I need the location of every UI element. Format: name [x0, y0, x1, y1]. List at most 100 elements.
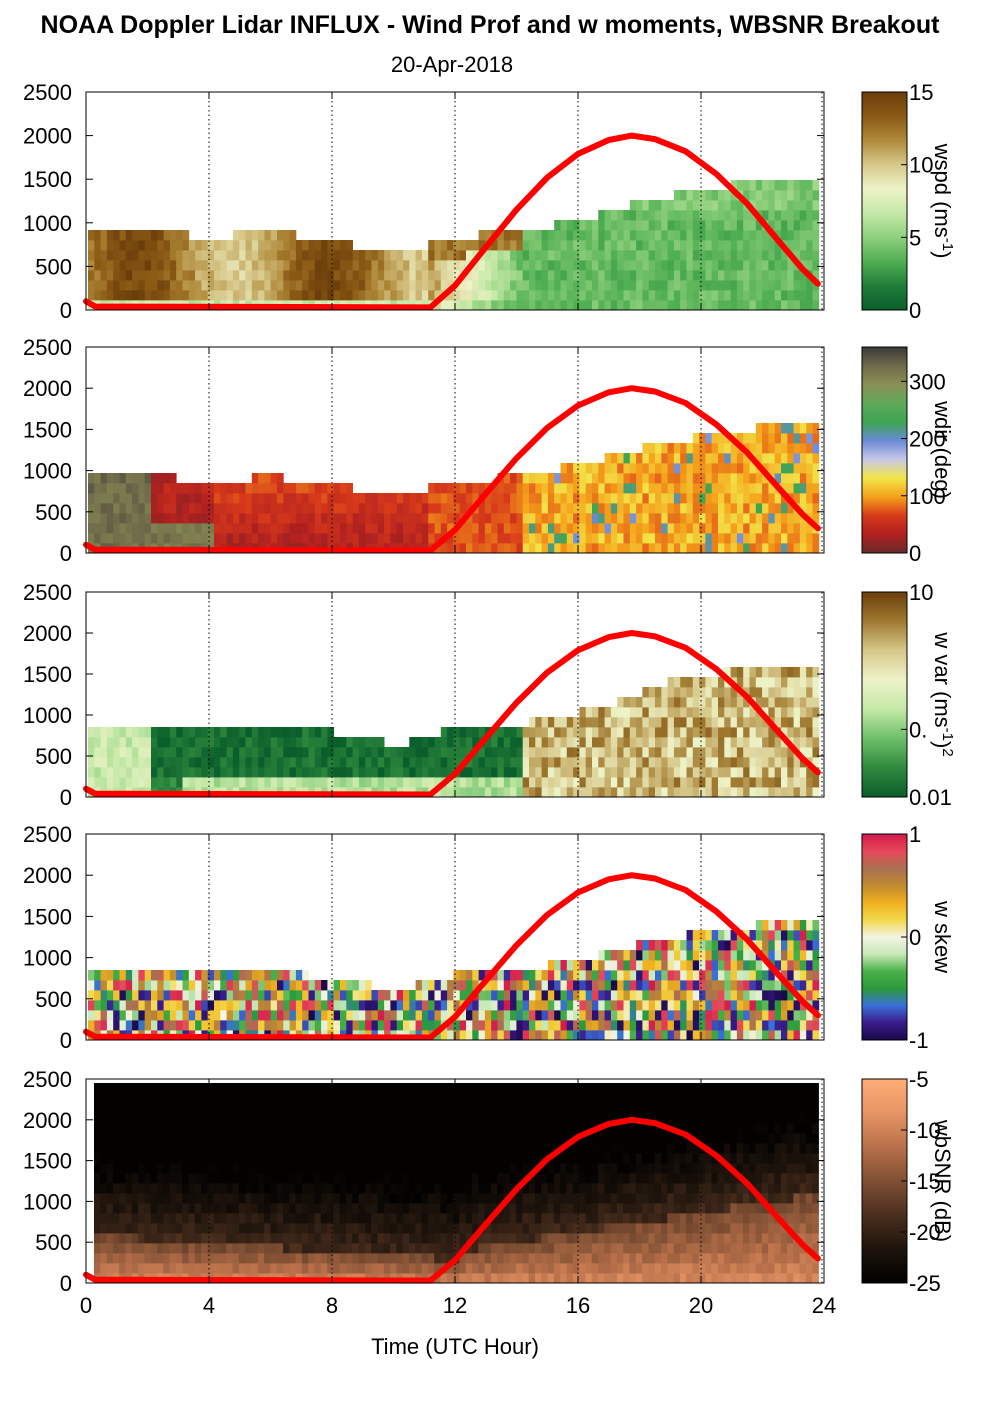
heatmap-cell — [598, 970, 605, 980]
heatmap-cell — [586, 980, 593, 990]
heatmap-cell — [435, 523, 442, 533]
heatmap-cell — [687, 767, 694, 777]
heatmap-cell — [630, 950, 637, 960]
heatmap-cell — [290, 1020, 297, 1030]
heatmap-cell — [567, 767, 574, 777]
heatmap-cell — [333, 1093, 340, 1103]
heatmap-cell — [107, 1143, 114, 1153]
heatmap-cell — [668, 980, 675, 990]
heatmap-cell — [346, 483, 353, 493]
heatmap-cell — [813, 533, 820, 543]
heatmap-cell — [642, 787, 649, 797]
heatmap-cell — [176, 523, 183, 533]
heatmap-cell — [504, 240, 511, 250]
heatmap-cell — [277, 777, 284, 787]
heatmap-cell — [289, 1233, 296, 1243]
heatmap-cell — [132, 240, 139, 250]
heatmap-cell — [264, 1113, 271, 1123]
heatmap-cell — [611, 1000, 618, 1010]
heatmap-cell — [195, 1253, 202, 1263]
heatmap-cell — [548, 737, 555, 747]
heatmap-cell — [624, 1020, 631, 1030]
heatmap-cell — [724, 970, 731, 980]
heatmap-cell — [428, 1000, 435, 1010]
heatmap-cell — [516, 777, 523, 787]
heatmap-cell — [302, 270, 309, 280]
heatmap-cell — [737, 970, 744, 980]
heatmap-cell — [372, 280, 379, 290]
heatmap-cell — [271, 280, 278, 290]
heatmap-cell — [561, 1010, 568, 1020]
heatmap-cell — [100, 1243, 107, 1253]
heatmap-cell — [768, 920, 775, 930]
heatmap-cell — [636, 210, 643, 220]
heatmap-cell — [573, 290, 580, 300]
heatmap-cell — [743, 220, 750, 230]
heatmap-cell — [195, 240, 202, 250]
heatmap-cell — [182, 1253, 189, 1263]
heatmap-cell — [573, 1030, 580, 1040]
heatmap-cell — [207, 1193, 214, 1203]
heatmap-cell — [101, 727, 108, 737]
y-tick-label: 2500 — [23, 335, 72, 360]
heatmap-cell — [201, 1163, 208, 1173]
heatmap-cell — [283, 1223, 290, 1233]
heatmap-cell — [699, 290, 706, 300]
heatmap-cell — [567, 1010, 574, 1020]
heatmap-cell — [397, 757, 404, 767]
heatmap-cell — [731, 667, 738, 677]
heatmap-cell — [258, 1010, 265, 1020]
heatmap-cell — [743, 777, 750, 787]
heatmap-cell — [813, 300, 820, 310]
heatmap-cell — [226, 1113, 233, 1123]
heatmap-cell — [176, 980, 183, 990]
heatmap-cell — [453, 787, 460, 797]
heatmap-cell — [163, 1123, 170, 1133]
heatmap-cell — [586, 1020, 593, 1030]
heatmap-cell — [239, 1243, 246, 1253]
heatmap-cell — [397, 777, 404, 787]
heatmap-cell — [138, 1020, 145, 1030]
heatmap-cell — [283, 1213, 290, 1223]
heatmap-cell — [630, 1030, 637, 1040]
heatmap-cell — [542, 1030, 549, 1040]
heatmap-cell — [668, 230, 675, 240]
heatmap-cell — [302, 483, 309, 493]
heatmap-cell — [138, 1123, 145, 1133]
heatmap-cell — [252, 1253, 259, 1263]
heatmap-cell — [750, 777, 757, 787]
heatmap-cell — [479, 757, 486, 767]
heatmap-cell — [567, 473, 574, 483]
heatmap-cell — [498, 1030, 505, 1040]
heatmap-cell — [277, 1133, 284, 1143]
heatmap-cell — [636, 493, 643, 503]
heatmap-cell — [491, 543, 498, 553]
heatmap-cell — [359, 290, 366, 300]
heatmap-cell — [605, 523, 612, 533]
heatmap-cell — [611, 300, 618, 310]
heatmap-cell — [491, 270, 498, 280]
heatmap-cell — [649, 270, 656, 280]
heatmap-cell — [813, 200, 820, 210]
heatmap-cell — [617, 270, 624, 280]
heatmap-cell — [107, 1163, 114, 1173]
heatmap-cell — [403, 777, 410, 787]
heatmap-cell — [207, 1093, 214, 1103]
heatmap-cell — [132, 767, 139, 777]
heatmap-cell — [309, 777, 316, 787]
heatmap-cell — [724, 190, 731, 200]
heatmap-cell — [113, 260, 120, 270]
heatmap-cell — [252, 1233, 259, 1243]
heatmap-cell — [264, 493, 271, 503]
heatmap-cell — [586, 463, 593, 473]
heatmap-cell — [220, 1233, 227, 1243]
heatmap-cell — [378, 523, 385, 533]
heatmap-cell — [630, 533, 637, 543]
heatmap-cell — [655, 687, 662, 697]
heatmap-cell — [498, 240, 505, 250]
heatmap-cell — [239, 1233, 246, 1243]
colorbar-tick-label: 1 — [909, 822, 921, 847]
heatmap-cell — [586, 533, 593, 543]
heatmap-cell — [743, 747, 750, 757]
heatmap-cell — [598, 717, 605, 727]
